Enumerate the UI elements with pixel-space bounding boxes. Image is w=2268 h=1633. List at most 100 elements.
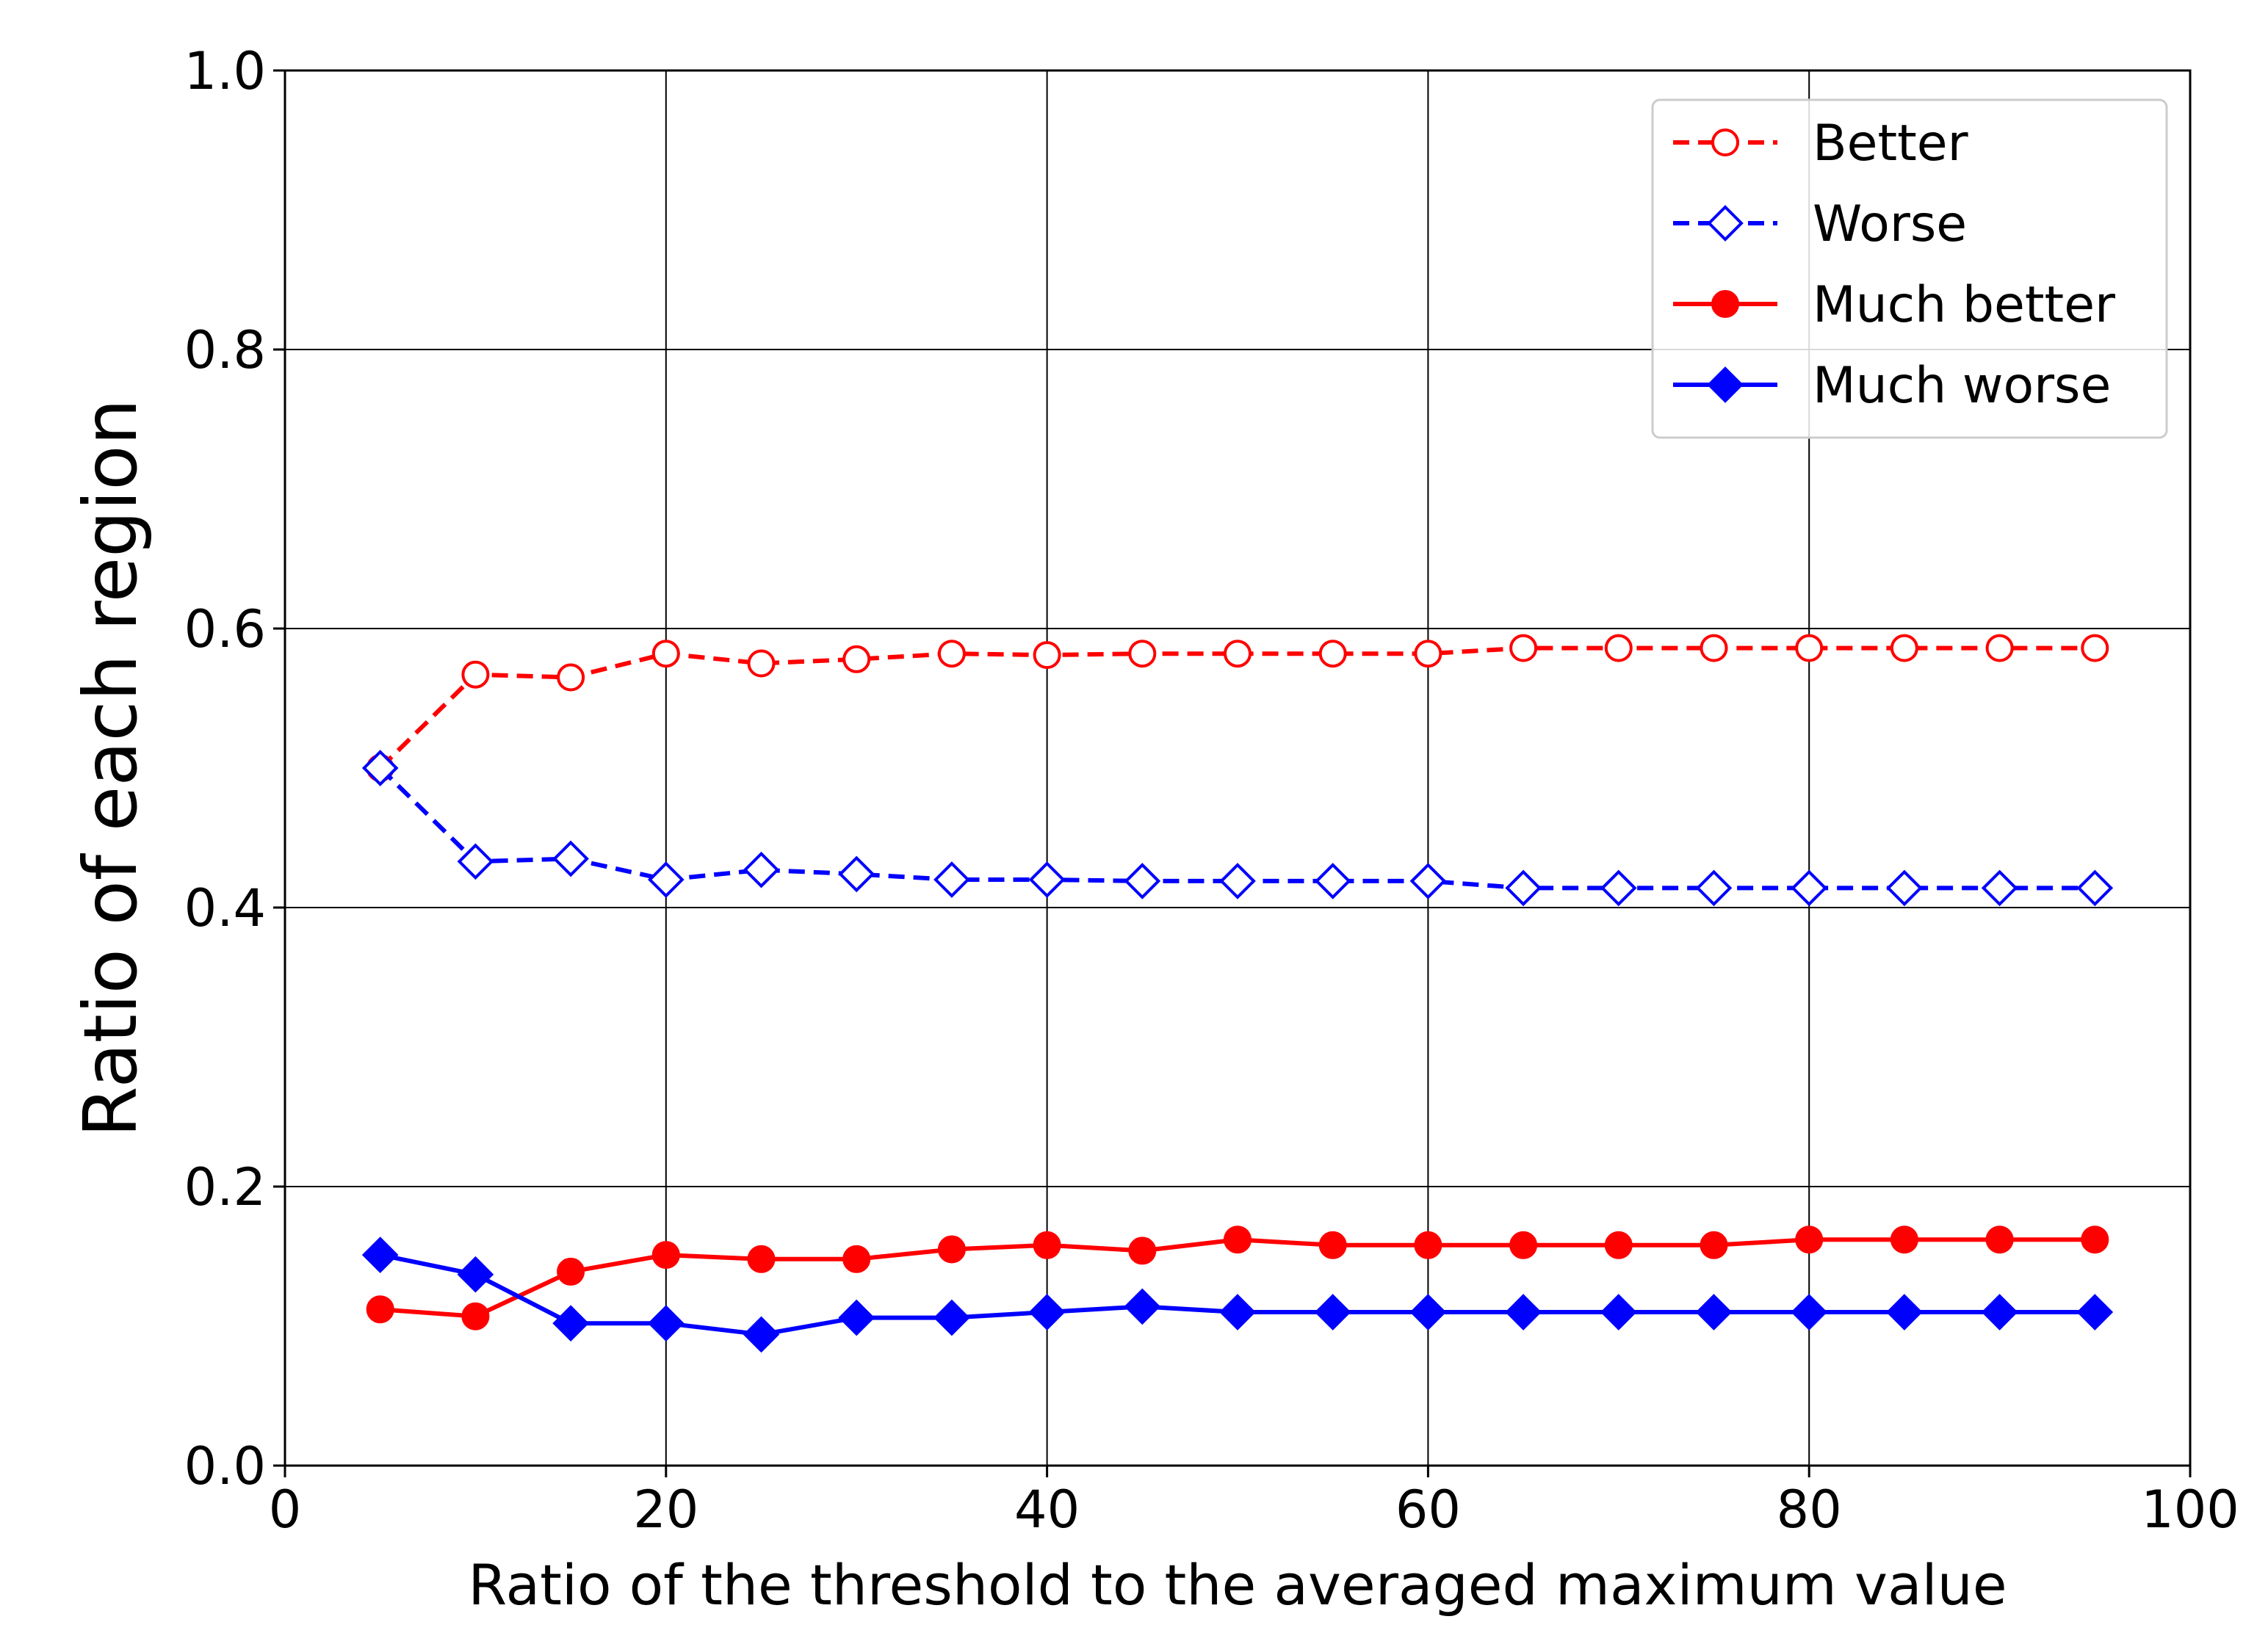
y-tick-label: 0.6 (184, 599, 266, 659)
data-point-much-worse (1505, 1294, 1542, 1330)
series-worse (361, 750, 2114, 907)
series-better (366, 634, 2109, 782)
data-point-much-worse (1600, 1294, 1637, 1330)
data-point-much-better (1414, 1231, 1442, 1259)
data-point-worse (743, 851, 780, 888)
data-point-much-better (651, 1241, 680, 1270)
data-point-much-better (1224, 1225, 1252, 1254)
data-point-worse (457, 843, 494, 880)
data-point-better (557, 663, 585, 692)
data-point-much-better (1128, 1236, 1157, 1265)
legend: Better Worse Much better Much worse (1651, 98, 2168, 439)
data-point-much-worse (552, 1305, 589, 1342)
data-point-worse (1124, 863, 1161, 899)
data-point-much-better (1890, 1225, 1918, 1254)
y-tick-label: 0.8 (184, 320, 266, 380)
data-point-much-better (1604, 1231, 1633, 1259)
data-point-much-worse (1028, 1294, 1066, 1330)
data-point-worse (1695, 869, 1733, 907)
x-tick-label: 60 (1395, 1480, 1461, 1540)
data-point-better (1985, 634, 2014, 662)
data-point-worse (1791, 869, 1828, 907)
data-point-much-worse (1124, 1288, 1161, 1325)
data-point-worse (1886, 869, 1923, 907)
data-point-better (1795, 634, 1824, 662)
legend-label: Better (1813, 115, 1968, 173)
data-point-much-better (937, 1235, 966, 1264)
data-point-much-worse (743, 1316, 780, 1353)
data-point-much-better (1700, 1231, 1728, 1259)
data-point-worse (2076, 869, 2114, 907)
data-point-worse (647, 861, 685, 898)
data-point-much-worse (1791, 1294, 1828, 1330)
data-point-worse (933, 861, 970, 898)
y-tick-label: 0.0 (184, 1436, 266, 1496)
legend-item-better: Better (1673, 115, 1968, 173)
data-point-worse (1981, 869, 2018, 907)
plot-frame (284, 69, 2192, 1467)
legend-label: Worse (1813, 195, 1967, 253)
data-point-much-worse (1695, 1294, 1733, 1330)
data-point-better (461, 660, 490, 689)
data-point-much-worse (1219, 1294, 1256, 1330)
x-tick-label: 40 (1014, 1480, 1080, 1540)
data-point-much-better (2081, 1225, 2109, 1254)
data-point-worse (361, 750, 399, 786)
data-point-much-worse (457, 1256, 494, 1293)
legend-item-much-better: Much better (1673, 276, 2115, 334)
data-point-better (1128, 640, 1157, 668)
x-tick-label: 100 (2141, 1480, 2239, 1540)
data-point-better (1224, 640, 1252, 668)
data-point-much-better (1318, 1231, 1347, 1259)
data-point-much-worse (838, 1299, 875, 1336)
data-point-worse (1219, 863, 1256, 899)
x-tick-label: 80 (1777, 1480, 1842, 1540)
data-point-better (937, 640, 966, 668)
data-point-better (842, 645, 871, 673)
data-point-much-better (366, 1295, 394, 1324)
data-point-better (1318, 640, 1347, 668)
data-point-worse (552, 840, 589, 877)
data-point-much-better (842, 1245, 871, 1273)
data-point-better (1890, 634, 1918, 662)
y-tick-label: 0.2 (184, 1157, 266, 1217)
legend-box (1651, 98, 2168, 439)
legend-marker (1711, 290, 1739, 318)
data-point-much-worse (647, 1305, 685, 1342)
series-layer (361, 634, 2114, 1353)
data-point-much-better (747, 1245, 776, 1273)
legend-marker (1711, 128, 1739, 156)
data-point-better (1509, 634, 1538, 662)
axis-ticks: 0 20 40 60 80 100 0.0 0.2 0.4 0.6 0.8 1.0 (184, 41, 2239, 1540)
data-point-better (747, 649, 776, 678)
data-point-much-better (1033, 1231, 1061, 1259)
x-tick-label: 20 (633, 1480, 698, 1540)
data-point-much-worse (1981, 1294, 2018, 1330)
legend-item-worse: Worse (1673, 195, 1967, 253)
legend-marker (1707, 205, 1744, 242)
data-point-much-worse (933, 1299, 970, 1336)
data-point-much-worse (1409, 1294, 1447, 1330)
x-axis-label: Ratio of the threshold to the averaged m… (468, 1552, 2007, 1618)
data-point-better (1604, 634, 1633, 662)
y-axis-label: Ratio of each region (68, 399, 154, 1137)
series-much-worse (361, 1236, 2114, 1353)
data-point-much-worse (1886, 1294, 1923, 1330)
data-point-much-better (461, 1302, 490, 1330)
legend-label: Much better (1813, 276, 2115, 334)
data-point-much-worse (361, 1236, 399, 1273)
legend-marker (1707, 366, 1744, 403)
legend-label: Much worse (1813, 357, 2111, 415)
data-point-much-worse (1314, 1294, 1351, 1330)
data-point-better (1414, 640, 1442, 668)
data-point-worse (838, 855, 875, 893)
series-much-better (366, 1225, 2109, 1330)
data-point-better (651, 640, 680, 668)
legend-item-much-worse: Much worse (1673, 357, 2111, 415)
data-point-much-better (1985, 1225, 2014, 1254)
y-tick-label: 0.4 (184, 878, 266, 938)
data-point-much-better (1795, 1225, 1824, 1254)
data-point-better (2081, 634, 2109, 662)
data-point-much-better (1509, 1231, 1538, 1259)
